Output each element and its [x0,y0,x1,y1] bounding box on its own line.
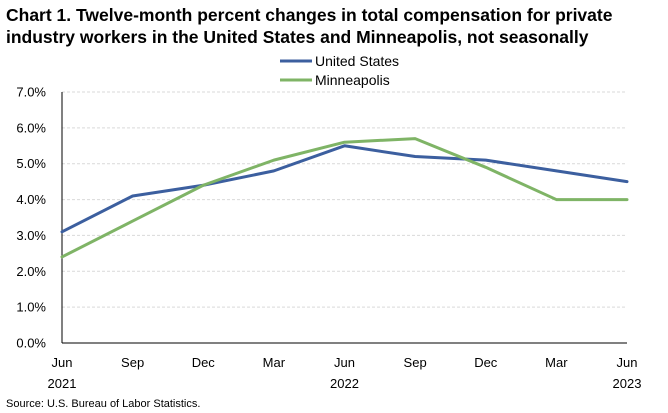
chart-title: Chart 1. Twelve-month percent changes in… [6,5,613,47]
x-tick-label: Dec [192,355,216,370]
x-tick-label: Jun [334,355,355,370]
axes: 0.0% 1.0% 2.0% 3.0% 4.0% 5.0% 6.0% 7.0% Jun 2021 S… [16,85,641,392]
series-line-minneapolis [60,137,629,259]
y-tick-label: 7.0% [16,85,46,100]
source-note: Source: U.S. Bureau of Labor Statistics. [6,398,201,410]
y-tick-label: 2.0% [16,264,46,279]
y-tick-label: 4.0% [16,192,46,207]
x-tick-label: Sep [404,355,427,370]
y-tick-label: 1.0% [16,300,46,315]
x-tick-label: Mar [545,355,568,370]
x-tick-label: Dec [474,355,498,370]
x-year-label: 2022 [330,376,359,391]
y-tick-label: 5.0% [16,156,46,171]
legend-label: United States [315,53,399,69]
gridlines [62,91,627,308]
x-tick-label: Jun [617,355,638,370]
legend-label: Minneapolis [315,72,390,88]
legend: United States Minneapolis [280,53,399,88]
x-year-label: 2021 [48,376,77,391]
x-tick-label: Jun [52,355,73,370]
series-line-united-states [60,144,629,234]
x-tick-label: Mar [263,355,286,370]
y-tick-label: 6.0% [16,120,46,135]
x-year-label: 2023 [613,376,642,391]
series-lines [60,137,629,259]
y-tick-label: 3.0% [16,228,46,243]
y-tick-label: 0.0% [16,336,46,351]
x-tick-label: Sep [121,355,144,370]
